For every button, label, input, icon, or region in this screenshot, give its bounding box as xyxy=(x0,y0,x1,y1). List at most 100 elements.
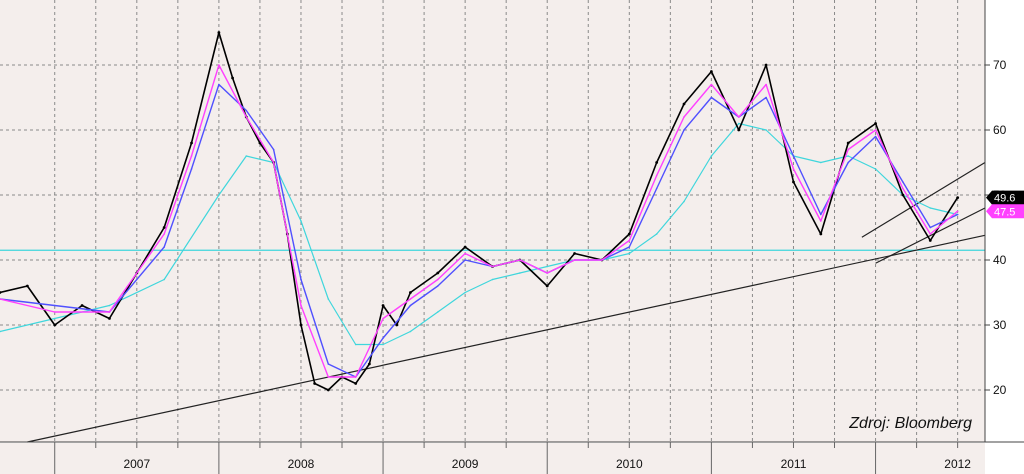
data-point-price xyxy=(53,323,57,327)
data-point-long-ma xyxy=(929,207,932,209)
data-point-long-ma xyxy=(874,168,877,170)
price-label-text: 47.5 xyxy=(994,206,1015,218)
data-point-short-ma xyxy=(655,174,658,177)
data-point-long-ma xyxy=(163,278,165,281)
data-point-long-ma xyxy=(108,304,111,307)
data-point-price xyxy=(655,161,659,164)
data-point-medium-ma xyxy=(792,155,795,157)
data-point-price xyxy=(25,284,29,288)
data-point-price xyxy=(313,382,317,385)
data-point-short-ma xyxy=(628,239,631,242)
data-point-short-ma xyxy=(683,116,685,118)
data-point-medium-ma xyxy=(929,226,932,229)
data-point-price xyxy=(354,382,358,385)
data-point-medium-ma xyxy=(409,304,412,307)
data-point-medium-ma xyxy=(464,259,466,261)
data-point-medium-ma xyxy=(190,168,193,170)
data-point-price xyxy=(381,304,385,307)
data-point-short-ma xyxy=(108,311,111,313)
data-point-price xyxy=(463,245,467,249)
data-point-short-ma xyxy=(327,376,330,378)
x-tick-label: 2007 xyxy=(123,457,150,471)
data-point-medium-ma xyxy=(655,187,658,190)
data-point-long-ma xyxy=(245,155,248,157)
data-point-medium-ma xyxy=(218,83,220,86)
data-point-long-ma xyxy=(300,220,302,222)
trendline xyxy=(27,234,986,443)
data-point-price xyxy=(846,141,850,145)
data-point-short-ma xyxy=(0,298,1,300)
data-point-short-ma xyxy=(163,233,165,235)
data-point-medium-ma xyxy=(163,246,165,248)
y-axis-ticks: 203040506070 xyxy=(985,58,1007,397)
data-point-short-ma xyxy=(519,259,521,261)
data-point-short-ma xyxy=(436,278,439,281)
y-tick-label: 30 xyxy=(993,318,1007,332)
data-point-price xyxy=(299,323,303,327)
data-point-short-ma xyxy=(409,298,412,300)
data-point-medium-ma xyxy=(245,109,248,112)
data-point-long-ma xyxy=(519,272,521,274)
data-point-price xyxy=(764,63,768,67)
data-point-long-ma xyxy=(327,298,330,300)
x-tick-label: 2010 xyxy=(616,457,643,471)
data-point-long-ma xyxy=(847,155,849,157)
data-point-price xyxy=(258,141,262,145)
data-point-long-ma xyxy=(436,311,439,313)
data-point-price xyxy=(395,323,399,327)
data-point-short-ma xyxy=(956,210,959,213)
data-point-price xyxy=(709,70,713,73)
data-point-long-ma xyxy=(628,252,631,255)
y-tick-label: 20 xyxy=(993,383,1007,397)
trendlines xyxy=(27,161,986,443)
data-point-price xyxy=(217,31,221,34)
data-point-long-ma xyxy=(464,291,466,294)
data-point-medium-ma xyxy=(710,96,713,99)
data-point-short-ma xyxy=(218,64,220,66)
y-tick-label: 70 xyxy=(993,58,1007,72)
data-point-short-ma xyxy=(601,259,603,261)
data-point-price xyxy=(0,291,2,294)
data-point-long-ma xyxy=(683,200,685,203)
data-point-short-ma xyxy=(847,148,849,151)
data-point-price xyxy=(545,284,549,288)
y-tick-label: 40 xyxy=(993,253,1007,267)
data-point-short-ma xyxy=(765,83,767,86)
data-point-long-ma xyxy=(0,330,1,333)
data-point-price xyxy=(162,226,166,229)
data-point-price xyxy=(627,232,631,236)
x-axis-band xyxy=(0,443,985,474)
trendline xyxy=(875,207,986,264)
data-point-medium-ma xyxy=(874,135,877,138)
series-lines xyxy=(0,31,960,392)
price-label-text: 49.6 xyxy=(994,193,1015,205)
data-point-price xyxy=(409,291,412,294)
data-point-short-ma xyxy=(820,220,822,222)
data-point-short-ma xyxy=(737,116,740,118)
data-point-medium-ma xyxy=(956,213,959,216)
data-point-long-ma xyxy=(53,317,56,320)
data-point-price xyxy=(956,196,960,200)
x-axis-ticks: 2007 2008 2009 2010 2011 2012 xyxy=(54,442,971,474)
data-point-price xyxy=(190,141,193,145)
data-point-medium-ma xyxy=(765,96,767,99)
data-point-long-ma xyxy=(820,161,822,164)
source-note: Zdroj: Bloomberg xyxy=(848,415,972,432)
series-line-long-ma xyxy=(0,122,958,346)
data-point-price xyxy=(231,76,234,80)
data-point-medium-ma xyxy=(902,181,904,183)
data-point-price xyxy=(819,232,823,236)
data-point-long-ma xyxy=(710,155,713,157)
data-point-long-ma xyxy=(655,233,658,235)
data-point-long-ma xyxy=(409,330,412,333)
data-point-price xyxy=(80,304,84,307)
plot-background xyxy=(0,0,985,442)
data-point-short-ma xyxy=(190,155,193,157)
data-point-medium-ma xyxy=(820,213,822,216)
x-tick-label: 2009 xyxy=(452,457,479,471)
x-tick-label: 2011 xyxy=(781,457,807,471)
data-point-long-ma xyxy=(737,122,740,125)
data-point-price xyxy=(326,388,330,392)
grid xyxy=(0,0,985,442)
data-point-short-ma xyxy=(464,252,466,255)
